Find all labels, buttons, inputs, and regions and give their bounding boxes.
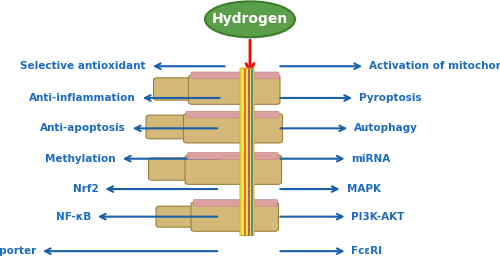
Text: Activation of mitochondria: Activation of mitochondria <box>369 61 500 71</box>
FancyBboxPatch shape <box>184 114 256 143</box>
FancyBboxPatch shape <box>146 115 194 139</box>
FancyBboxPatch shape <box>194 200 278 206</box>
FancyBboxPatch shape <box>148 158 196 180</box>
Text: Anti-apoptosis: Anti-apoptosis <box>40 123 126 133</box>
FancyBboxPatch shape <box>244 114 282 143</box>
FancyBboxPatch shape <box>244 75 280 104</box>
Text: PI3K-AKT: PI3K-AKT <box>352 212 405 222</box>
FancyBboxPatch shape <box>186 111 279 118</box>
FancyBboxPatch shape <box>191 202 254 231</box>
Text: FcεRI: FcεRI <box>352 246 382 256</box>
Text: Hydrogen: Hydrogen <box>212 12 288 26</box>
FancyBboxPatch shape <box>240 68 254 235</box>
Ellipse shape <box>205 1 295 37</box>
Text: NF-κB: NF-κB <box>56 212 91 222</box>
Text: Selective antioxidant: Selective antioxidant <box>20 61 146 71</box>
Text: Methylation: Methylation <box>46 154 116 164</box>
Text: Pyroptosis: Pyroptosis <box>359 93 422 103</box>
FancyBboxPatch shape <box>191 72 279 79</box>
FancyBboxPatch shape <box>244 202 278 231</box>
Text: Autophagy: Autophagy <box>354 123 418 133</box>
FancyBboxPatch shape <box>185 155 256 184</box>
FancyBboxPatch shape <box>154 78 199 100</box>
Text: Glutamate transporter: Glutamate transporter <box>0 246 36 256</box>
FancyBboxPatch shape <box>244 155 282 184</box>
Text: Anti-inflammation: Anti-inflammation <box>29 93 136 103</box>
Text: miRNA: miRNA <box>352 154 391 164</box>
Text: Nrf2: Nrf2 <box>72 184 99 194</box>
FancyBboxPatch shape <box>188 75 256 104</box>
FancyBboxPatch shape <box>188 153 278 159</box>
Text: MAPK: MAPK <box>346 184 380 194</box>
FancyBboxPatch shape <box>156 206 200 227</box>
